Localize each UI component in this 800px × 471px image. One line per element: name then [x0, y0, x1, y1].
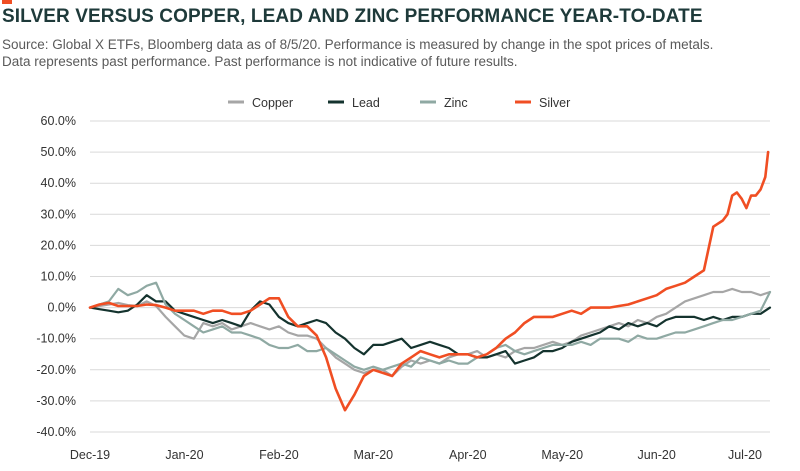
legend-item-silver: Silver	[515, 96, 570, 110]
y-tick-label: -20.0%	[36, 363, 76, 377]
series-lines	[88, 150, 772, 412]
x-tick-label: Jan-20	[165, 448, 203, 462]
legend-label: Silver	[539, 96, 570, 110]
legend-item-lead: Lead	[328, 96, 380, 110]
y-tick-label: -40.0%	[36, 425, 76, 439]
y-tick-label: 50.0%	[41, 145, 76, 159]
x-tick-label: Mar-20	[354, 448, 394, 462]
y-axis-labels: 60.0% 50.0% 40.0% 30.0% 20.0% 10.0% 0.0% -10.0%…	[36, 114, 76, 439]
disclaimer-note: Data represents past performance. Past p…	[2, 54, 518, 69]
legend-label: Copper	[252, 96, 293, 110]
y-tick-label: 10.0%	[41, 270, 76, 284]
y-tick-label: -30.0%	[36, 394, 76, 408]
series-line-zinc	[88, 281, 772, 371]
y-tick-label: -10.0%	[36, 332, 76, 346]
x-tick-label: May-20	[541, 448, 583, 462]
legend: Copper Lead Zinc Silver	[228, 96, 570, 110]
accent-bar	[2, 0, 12, 4]
series-line-silver	[88, 150, 770, 412]
x-tick-label: Feb-20	[259, 448, 299, 462]
x-axis-labels: Dec-19 Jan-20 Feb-20 Mar-20 Apr-20 May-20 Jun-…	[70, 448, 762, 462]
source-note: Source: Global X ETFs, Bloomberg data as…	[2, 37, 714, 52]
series-line-lead	[88, 294, 772, 365]
x-tick-label: Jul-20	[728, 448, 762, 462]
legend-label: Lead	[352, 96, 380, 110]
grid-lines	[90, 120, 770, 433]
x-tick-label: Dec-19	[70, 448, 110, 462]
legend-item-zinc: Zinc	[420, 96, 468, 110]
x-tick-label: Jun-20	[638, 448, 676, 462]
y-tick-label: 0.0%	[48, 301, 77, 315]
chart-title: SILVER VERSUS COPPER, LEAD AND ZINC PERF…	[2, 6, 703, 27]
x-tick-label: Apr-20	[449, 448, 487, 462]
legend-label: Zinc	[444, 96, 468, 110]
y-tick-label: 20.0%	[41, 238, 76, 252]
series-line-copper	[88, 287, 772, 378]
y-tick-label: 30.0%	[41, 207, 76, 221]
legend-item-copper: Copper	[228, 96, 293, 110]
y-tick-label: 60.0%	[41, 114, 76, 128]
y-tick-label: 40.0%	[41, 176, 76, 190]
chart-subtitle: Source: Global X ETFs, Bloomberg data as…	[2, 36, 792, 70]
